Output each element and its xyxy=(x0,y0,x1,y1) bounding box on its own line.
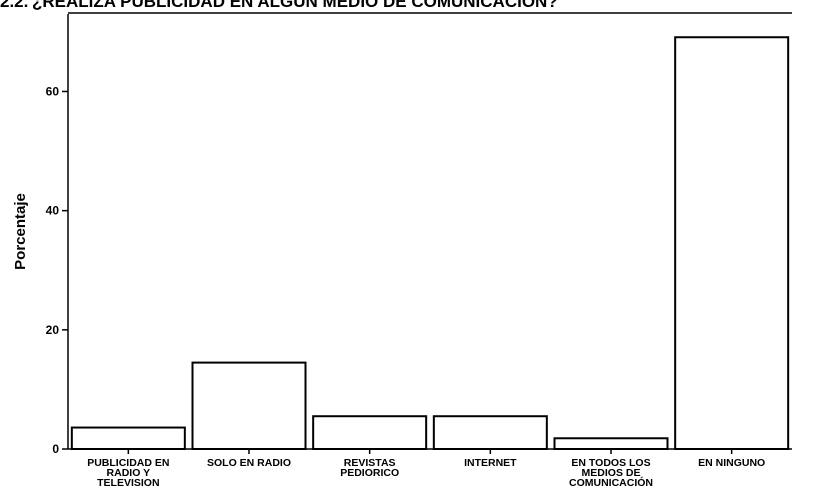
chart-title-text: ¿REALIZA PUBLICIDAD EN ALGÚN MEDIO DE CO… xyxy=(32,0,558,11)
y-tick-label: 20 xyxy=(46,323,60,337)
x-tick-label: RADIO Y xyxy=(107,467,151,479)
x-tick-label: COMUNICACIÓN xyxy=(569,476,653,489)
y-axis-label: Porcentaje xyxy=(12,193,29,270)
x-tick-label: EN NINGUNO xyxy=(698,457,765,469)
y-tick-label: 60 xyxy=(46,84,60,98)
chart-title: 2.2. ¿REALIZA PUBLICIDAD EN ALGÚN MEDIO … xyxy=(0,0,818,12)
x-tick-label: PUBLICIDAD EN xyxy=(87,457,169,469)
bar xyxy=(553,437,669,451)
y-tick-label: 40 xyxy=(46,204,60,218)
x-tick-label: PEDIORICO xyxy=(340,467,399,479)
bar xyxy=(191,361,307,450)
y-tick-label: 0 xyxy=(52,442,59,456)
x-tick-label: INTERNET xyxy=(464,457,517,469)
section-number: 2.2. xyxy=(0,0,29,11)
bar xyxy=(432,415,548,450)
x-tick-label: REVISTAS xyxy=(344,457,396,469)
x-tick-label: MEDIOS DE xyxy=(582,467,641,479)
x-tick-label: EN TODOS LOS xyxy=(571,457,650,469)
bar xyxy=(70,426,186,450)
x-tick-label: SOLO EN RADIO xyxy=(207,457,291,469)
bar xyxy=(312,415,428,450)
bar xyxy=(674,36,790,451)
x-tick-label: TELEVISION xyxy=(97,477,159,489)
